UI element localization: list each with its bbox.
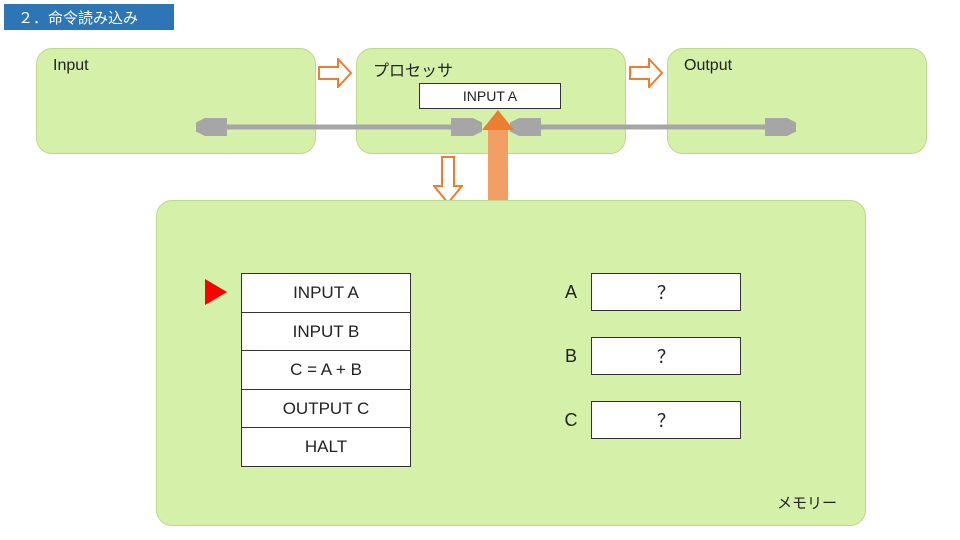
variable-row: A ？ [551,273,741,311]
slide-title-text: ２．命令読み込み [18,7,138,28]
program-counter-marker [205,279,227,305]
input-label: Input [53,57,89,75]
processor-label: プロセッサ [373,57,453,81]
variable-value: ？ [591,273,741,311]
variable-value: ？ [591,337,741,375]
instruction-row: C = A + B [241,350,411,390]
output-box: Output [667,48,927,154]
variable-name: B [551,346,591,367]
instruction-register: INPUT A [419,83,561,109]
variable-row: B ？ [551,337,741,375]
memory-box: メモリー INPUT A INPUT B C = A + B OUTPUT C … [156,200,866,526]
instruction-register-text: INPUT A [463,88,517,104]
slide-title: ２．命令読み込み [4,4,174,30]
instruction-row: INPUT B [241,312,411,352]
arrow-proc-to-output [629,58,663,88]
instruction-row: HALT [241,427,411,467]
input-box: Input [36,48,316,154]
instruction-list: INPUT A INPUT B C = A + B OUTPUT C HALT [241,273,411,466]
variable-value: ？ [591,401,741,439]
variable-name: A [551,282,591,303]
instruction-row: INPUT A [241,273,411,313]
memory-label: メモリー [777,492,837,513]
instruction-row: OUTPUT C [241,389,411,429]
output-label: Output [684,57,732,75]
gray-arrow-right [510,118,796,136]
arrow-input-to-proc [318,58,352,88]
variable-row: C ？ [551,401,741,439]
variable-name: C [551,410,591,431]
variable-table: A ？ B ？ C ？ [551,273,741,465]
